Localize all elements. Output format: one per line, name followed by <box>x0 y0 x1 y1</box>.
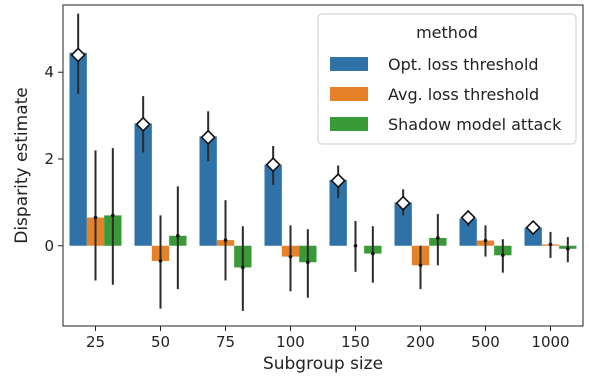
mean-dot-2-150 <box>353 243 358 248</box>
mean-dot-2-50 <box>158 259 163 263</box>
diamond-marker-50 <box>135 116 151 132</box>
mean-dot-2-500 <box>483 238 488 243</box>
x-axis-label: Subgroup size <box>263 354 383 374</box>
x-tick-label-100: 100 <box>276 333 305 351</box>
legend-label-1: Opt. loss threshold <box>388 55 539 74</box>
diamond-marker-150 <box>330 173 346 189</box>
y-tick-label-0: 0 <box>44 237 54 255</box>
bar-1-200 <box>394 202 412 246</box>
diamond-marker-25 <box>70 47 86 63</box>
x-tick-label-150: 150 <box>341 333 370 351</box>
legend-swatch-2 <box>330 87 368 101</box>
legend-box <box>317 13 577 145</box>
bar-1-150 <box>329 179 347 246</box>
x-tick-label-1000: 1000 <box>531 333 569 351</box>
bar-1-50 <box>134 123 152 246</box>
diamond-marker-200 <box>395 195 411 211</box>
bar-1-100 <box>264 164 282 246</box>
legend-swatch-3 <box>330 117 368 131</box>
y-tick-label-2: 2 <box>44 150 54 168</box>
bar-1-75 <box>199 136 217 246</box>
bar-1-500 <box>459 218 477 246</box>
x-tick-label-200: 200 <box>406 333 435 351</box>
mean-dot-3-150 <box>371 251 375 256</box>
mean-dot-3-25 <box>111 213 115 218</box>
mean-dot-3-50 <box>176 233 180 238</box>
x-tick-label-500: 500 <box>471 333 500 351</box>
x-tick-label-50: 50 <box>151 333 170 351</box>
bar-1-1000 <box>524 227 542 246</box>
mean-dot-3-500 <box>501 253 505 258</box>
mean-dot-3-100 <box>306 260 310 265</box>
legend-items: Opt. loss threshold Avg. loss threshold Sh… <box>330 55 562 134</box>
diamond-marker-100 <box>265 157 281 173</box>
legend-label-3: Shadow model attack <box>388 115 562 134</box>
diamond-marker-1000 <box>525 219 541 236</box>
bar-1-25 <box>69 52 87 246</box>
y-tick-label-4: 4 <box>44 63 54 81</box>
legend-swatch-1 <box>330 57 368 71</box>
legend: method Opt. loss threshold Avg. loss thre… <box>317 13 577 145</box>
markers-layer <box>70 47 541 236</box>
mean-dot-3-200 <box>436 236 440 240</box>
y-axis-label: Disparity estimate <box>12 87 32 244</box>
mean-dot-3-1000 <box>566 246 570 251</box>
diamond-marker-500 <box>460 209 476 226</box>
mean-dot-2-25 <box>93 215 98 220</box>
mean-dot-2-200 <box>418 263 423 268</box>
mean-dot-2-100 <box>288 254 293 259</box>
mean-dot-3-75 <box>241 265 245 270</box>
x-tick-label-25: 25 <box>86 333 105 351</box>
diamond-marker-75 <box>200 129 216 145</box>
plot-frame <box>62 4 584 327</box>
legend-label-2: Avg. loss threshold <box>388 85 539 104</box>
x-tick-label-75: 75 <box>216 333 235 351</box>
mean-dot-2-75 <box>223 238 228 242</box>
mean-dot-2-1000 <box>548 242 553 247</box>
legend-title: method <box>416 23 478 42</box>
axes-layer: 0 2 4 25 50 75 100 150 200 500 1000 <box>44 63 569 351</box>
